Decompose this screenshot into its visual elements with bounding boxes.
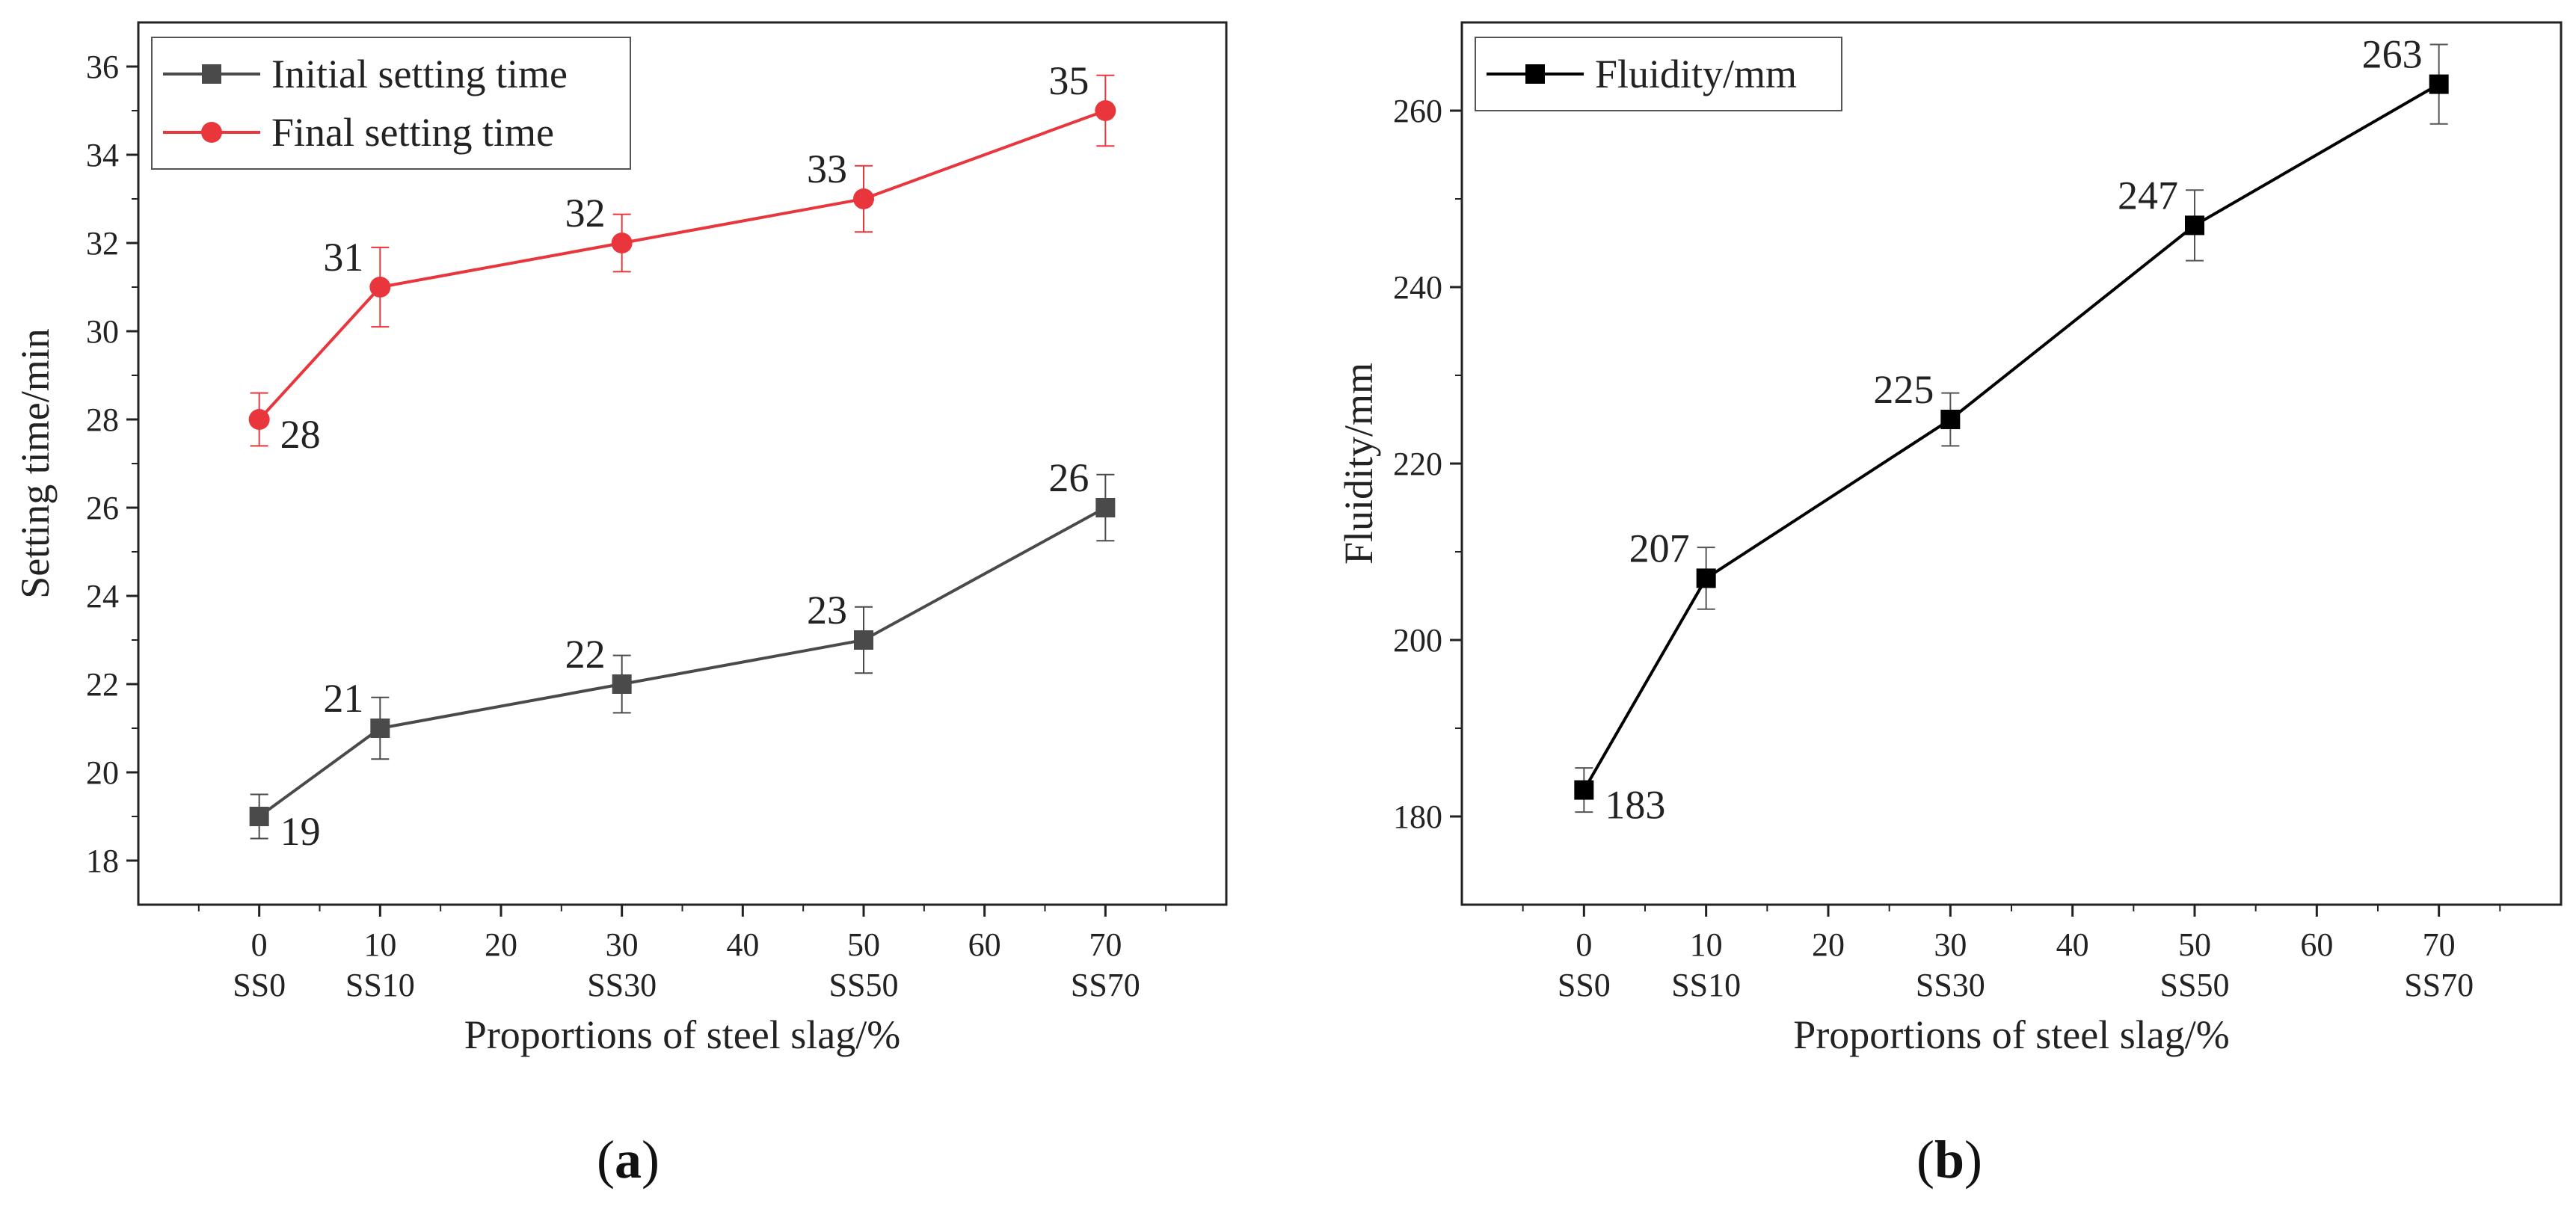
y-tick-label: 26: [86, 490, 119, 526]
y-tick-label: 240: [1393, 269, 1442, 306]
y-tick-label: 34: [86, 137, 119, 173]
x-axis-title: Proportions of steel slag/%: [464, 1012, 900, 1057]
x-tick-label: 50: [2178, 926, 2211, 963]
x-sub-label: SS30: [1916, 967, 1985, 1003]
legend-marker: [202, 64, 221, 84]
x-tick-label: 60: [968, 926, 1001, 963]
data-point: [370, 719, 390, 738]
x-tick-label: 60: [2300, 926, 2333, 963]
panel-a-chart: 18 20 22 24 26 28 30 32 34 36 0 10 20 30 40 50 60 70 SS0 SS…: [13, 21, 1228, 1057]
y-tick-label: 36: [86, 49, 119, 85]
data-point: [853, 188, 874, 209]
legend-label: Fluidity/mm: [1595, 52, 1797, 96]
x-tick-label: 20: [485, 926, 517, 963]
data-point: [249, 807, 269, 826]
data-point: [1574, 780, 1594, 800]
y-tick-label: 220: [1393, 446, 1442, 482]
y-tick-label: 260: [1393, 93, 1442, 129]
data-label: 207: [1629, 526, 1690, 570]
x-sub-label: SS70: [2404, 967, 2474, 1003]
x-tick-label: 50: [847, 926, 880, 963]
series-line: [1582, 82, 2440, 791]
y-tick-label: 22: [86, 666, 119, 703]
data-point: [611, 233, 633, 253]
y-tick-label: 24: [86, 578, 119, 615]
x-tick-label: 30: [1934, 926, 1967, 963]
data-point: [369, 277, 391, 298]
data-label: 263: [2362, 32, 2423, 77]
x-tick-label: 70: [1089, 926, 1122, 963]
y-tick-label: 20: [86, 754, 119, 791]
legend-marker: [1525, 64, 1545, 84]
data-point: [1095, 100, 1116, 121]
y-tick-label: 18: [86, 843, 119, 879]
y-axis-title: Fluidity/mm: [1336, 363, 1381, 564]
data-point: [1095, 498, 1116, 517]
x-tick-label: 30: [606, 926, 639, 963]
y-axis-title: Setting time/min: [13, 328, 58, 599]
data-label: 28: [280, 412, 321, 457]
x-tick-label: 10: [1690, 926, 1723, 963]
data-point: [612, 674, 632, 694]
panel-label-a: (a): [597, 1130, 660, 1190]
data-point: [2185, 215, 2204, 236]
data-label: 247: [2118, 173, 2178, 218]
x-tick-label: 10: [363, 926, 396, 963]
x-sub-label: SS30: [587, 967, 657, 1003]
legend-marker: [201, 122, 222, 143]
data-label: 19: [280, 809, 321, 854]
x-sub-label: SS50: [2160, 967, 2230, 1003]
panel-label-b: (b): [1916, 1130, 1982, 1190]
y-tick-label: 28: [86, 402, 119, 438]
x-sub-label: SS0: [1558, 967, 1611, 1003]
plot-frame: [1460, 21, 2563, 906]
data-label: 183: [1605, 783, 1665, 828]
data-label: 225: [1873, 367, 1934, 412]
data-label: 32: [565, 191, 606, 236]
series-line: [258, 506, 1107, 818]
data-label: 31: [323, 235, 363, 280]
legend-label: Final setting time: [271, 110, 554, 155]
data-label: 35: [1048, 58, 1089, 103]
data-label: 23: [807, 588, 847, 633]
x-sub-label: SS50: [829, 967, 899, 1003]
data-label: 33: [807, 147, 847, 191]
y-tick-label: 30: [86, 313, 119, 350]
y-tick-label: 200: [1393, 622, 1442, 659]
data-point: [854, 630, 873, 650]
data-label: 26: [1048, 455, 1089, 500]
data-point: [1940, 410, 1961, 429]
data-point: [248, 409, 270, 430]
x-sub-label: SS0: [233, 967, 286, 1003]
x-sub-label: SS10: [1671, 967, 1741, 1003]
legend-label: Initial setting time: [271, 52, 568, 96]
data-point: [1696, 568, 1716, 588]
x-tick-label: 70: [2423, 926, 2456, 963]
y-tick-label: 32: [86, 225, 119, 262]
data-label: 22: [565, 632, 606, 677]
x-sub-label: SS70: [1071, 967, 1140, 1003]
y-tick-label: 180: [1393, 799, 1442, 835]
x-tick-label: 0: [251, 926, 268, 963]
x-tick-label: 40: [2056, 926, 2089, 963]
x-tick-label: 0: [1576, 926, 1592, 963]
legend-box: [151, 37, 631, 170]
x-tick-label: 20: [1812, 926, 1845, 963]
x-tick-label: 40: [726, 926, 759, 963]
x-sub-label: SS10: [345, 967, 415, 1003]
data-point: [2429, 74, 2449, 94]
x-axis-title: Proportions of steel slag/%: [1793, 1012, 2229, 1057]
data-label: 21: [323, 676, 363, 721]
panel-b-chart: 180 200 220 240 260 0 10 20 30 40 50 60 70 SS0 SS10 SS3…: [1336, 21, 2563, 1057]
